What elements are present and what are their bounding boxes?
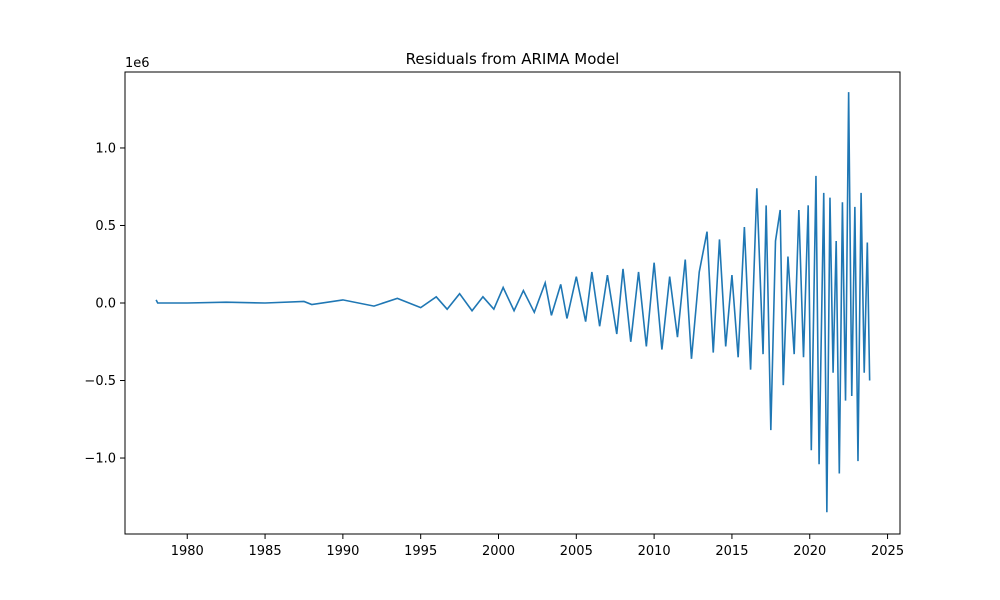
chart-title: Residuals from ARIMA Model bbox=[406, 50, 620, 68]
series-group bbox=[155, 92, 871, 513]
x-tick-label: 1980 bbox=[171, 544, 204, 559]
x-tick-label: 2005 bbox=[560, 544, 593, 559]
y-tick-label: 0.0 bbox=[95, 297, 116, 312]
y-tick-label: −1.0 bbox=[84, 452, 116, 467]
y-tick-label: −0.5 bbox=[84, 374, 116, 389]
x-tick-label: 2000 bbox=[482, 544, 515, 559]
x-axis-ticks: 1980 1985 1990 1995 2000 2005 2010 2015 2020 2025 bbox=[171, 534, 904, 559]
x-tick-label: 2020 bbox=[793, 544, 826, 559]
x-tick-label: 1990 bbox=[326, 544, 359, 559]
y-tick-label: 0.5 bbox=[95, 219, 116, 234]
x-tick-label: 2025 bbox=[871, 544, 904, 559]
series-line-0 bbox=[155, 92, 871, 513]
x-tick-label: 1985 bbox=[249, 544, 282, 559]
x-tick-label: 1995 bbox=[404, 544, 437, 559]
y-axis-ticks: −1.0 −0.5 0.0 0.5 1.0 bbox=[84, 141, 125, 467]
x-tick-label: 2015 bbox=[715, 544, 748, 559]
y-tick-label: 1.0 bbox=[95, 141, 116, 156]
x-tick-label: 2010 bbox=[638, 544, 671, 559]
axes: 1980 1985 1990 1995 2000 2005 2010 2015 2020 2025… bbox=[84, 71, 904, 559]
y-axis-offset-label: 1e6 bbox=[125, 56, 150, 71]
